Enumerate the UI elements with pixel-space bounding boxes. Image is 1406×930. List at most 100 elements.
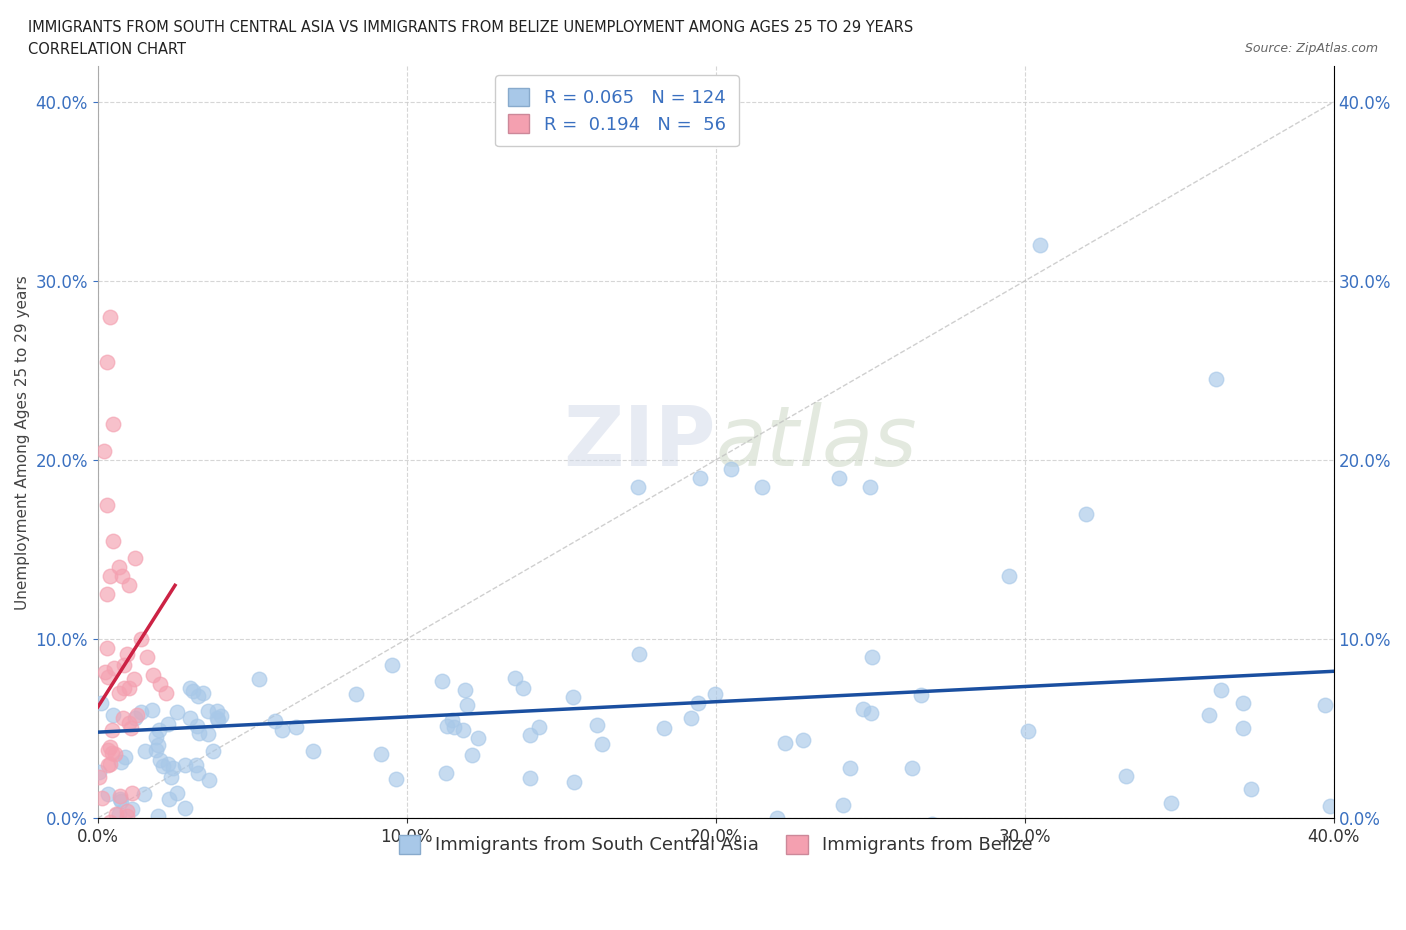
- Point: [125, 708, 148, 723]
- Point: [117, 804, 139, 818]
- Point: [1076, 506, 1098, 521]
- Point: [98, 815, 121, 830]
- Point: [124, 711, 146, 725]
- Point: [93, 444, 115, 458]
- Point: [1315, 698, 1337, 712]
- Point: [198, 773, 221, 788]
- Point: [186, 718, 208, 733]
- Point: [112, 711, 135, 725]
- Point: [434, 765, 457, 780]
- Point: [451, 723, 474, 737]
- Point: [1198, 708, 1220, 723]
- Point: [98, 757, 121, 772]
- Point: [344, 686, 367, 701]
- Point: [166, 786, 188, 801]
- Point: [1115, 769, 1137, 784]
- Point: [112, 658, 135, 672]
- Point: [117, 716, 139, 731]
- Point: [87, 764, 110, 779]
- Point: [155, 685, 177, 700]
- Point: [703, 686, 725, 701]
- Point: [859, 706, 882, 721]
- Point: [751, 480, 773, 495]
- Point: [1319, 798, 1341, 813]
- Point: [121, 786, 143, 801]
- Point: [828, 471, 851, 485]
- Point: [205, 704, 228, 719]
- Point: [97, 742, 120, 757]
- Point: [901, 761, 924, 776]
- Point: [105, 806, 128, 821]
- Point: [96, 587, 118, 602]
- Point: [124, 551, 146, 566]
- Text: atlas: atlas: [716, 402, 917, 483]
- Point: [775, 736, 797, 751]
- Point: [998, 569, 1021, 584]
- Point: [149, 752, 172, 767]
- Point: [96, 354, 118, 369]
- Point: [385, 772, 408, 787]
- Point: [120, 721, 142, 736]
- Point: [187, 725, 209, 740]
- Point: [90, 790, 112, 805]
- Point: [141, 703, 163, 718]
- Point: [97, 670, 120, 684]
- Point: [89, 770, 111, 785]
- Point: [852, 701, 875, 716]
- Point: [145, 730, 167, 745]
- Point: [136, 649, 159, 664]
- Point: [121, 802, 143, 817]
- Point: [860, 650, 883, 665]
- Point: [96, 498, 118, 512]
- Point: [148, 723, 170, 737]
- Point: [110, 791, 132, 806]
- Point: [1240, 782, 1263, 797]
- Point: [174, 801, 197, 816]
- Point: [187, 765, 209, 780]
- Point: [181, 684, 204, 698]
- Point: [101, 723, 124, 737]
- Point: [1205, 372, 1227, 387]
- Point: [98, 569, 121, 584]
- Point: [454, 683, 477, 698]
- Point: [766, 810, 789, 825]
- Point: [461, 748, 484, 763]
- Point: [157, 791, 180, 806]
- Point: [263, 714, 285, 729]
- Point: [97, 787, 120, 802]
- Text: IMMIGRANTS FROM SOUTH CENTRAL ASIA VS IMMIGRANTS FROM BELIZE UNEMPLOYMENT AMONG : IMMIGRANTS FROM SOUTH CENTRAL ASIA VS IM…: [28, 20, 914, 35]
- Point: [831, 797, 853, 812]
- Point: [1160, 796, 1182, 811]
- Point: [111, 569, 134, 584]
- Point: [205, 711, 228, 725]
- Point: [285, 720, 308, 735]
- Point: [166, 704, 188, 719]
- Point: [104, 747, 127, 762]
- Point: [271, 723, 294, 737]
- Point: [179, 680, 201, 695]
- Point: [247, 671, 270, 686]
- Point: [792, 732, 814, 747]
- Point: [114, 750, 136, 764]
- Point: [129, 705, 152, 720]
- Point: [1232, 721, 1254, 736]
- Point: [108, 685, 131, 700]
- Point: [191, 685, 214, 700]
- Point: [381, 658, 404, 673]
- Point: [117, 808, 139, 823]
- Point: [107, 807, 129, 822]
- Point: [197, 703, 219, 718]
- Point: [122, 671, 145, 686]
- Point: [519, 770, 541, 785]
- Point: [441, 712, 464, 727]
- Point: [562, 775, 585, 790]
- Point: [370, 747, 392, 762]
- Point: [112, 680, 135, 695]
- Point: [512, 680, 534, 695]
- Point: [197, 726, 219, 741]
- Text: ZIP: ZIP: [564, 402, 716, 483]
- Point: [132, 787, 155, 802]
- Point: [652, 720, 675, 735]
- Point: [96, 641, 118, 656]
- Point: [859, 480, 882, 495]
